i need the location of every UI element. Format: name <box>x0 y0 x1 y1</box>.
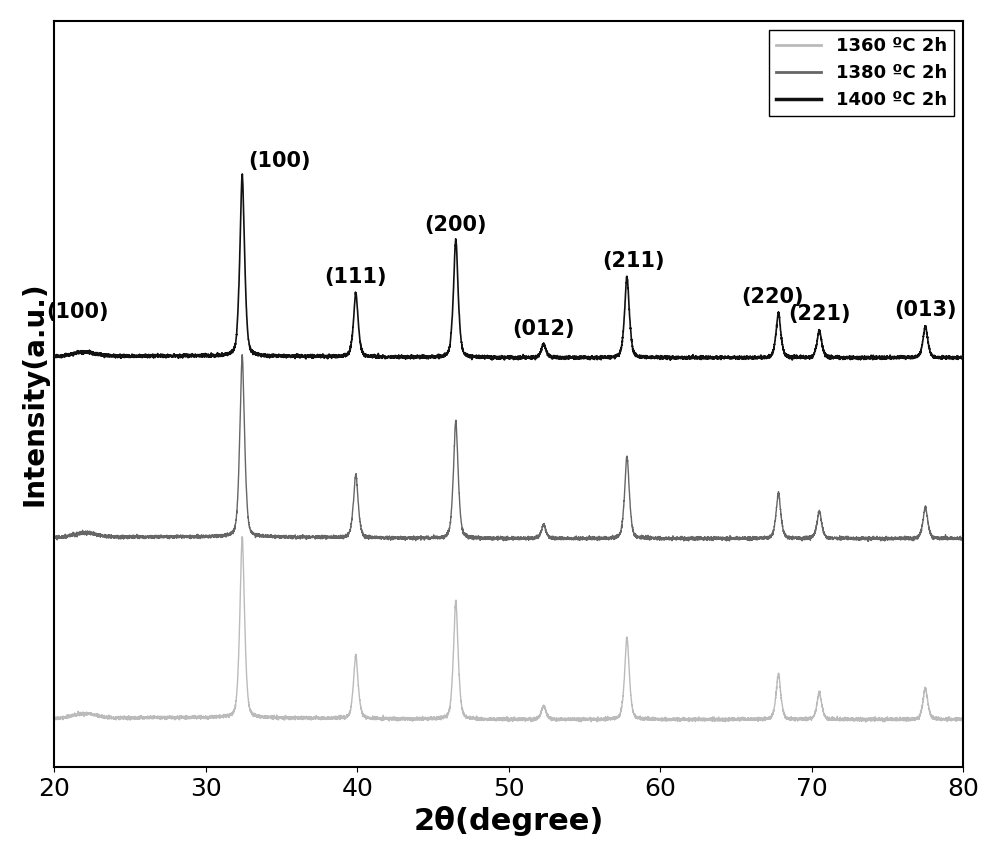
Y-axis label: Intensity(a.u.): Intensity(a.u.) <box>21 282 49 506</box>
Text: (211): (211) <box>602 251 664 271</box>
Text: (100): (100) <box>46 302 108 321</box>
Text: (200): (200) <box>425 215 487 235</box>
Text: (220): (220) <box>741 286 804 307</box>
Text: (111): (111) <box>325 267 387 287</box>
Text: (013): (013) <box>894 300 957 321</box>
Text: (221): (221) <box>788 304 851 325</box>
Legend: 1360 ºC 2h, 1380 ºC 2h, 1400 ºC 2h: 1360 ºC 2h, 1380 ºC 2h, 1400 ºC 2h <box>769 30 954 117</box>
Text: (012): (012) <box>512 320 575 339</box>
Text: (100): (100) <box>248 151 311 171</box>
X-axis label: 2θ(degree): 2θ(degree) <box>414 806 604 836</box>
